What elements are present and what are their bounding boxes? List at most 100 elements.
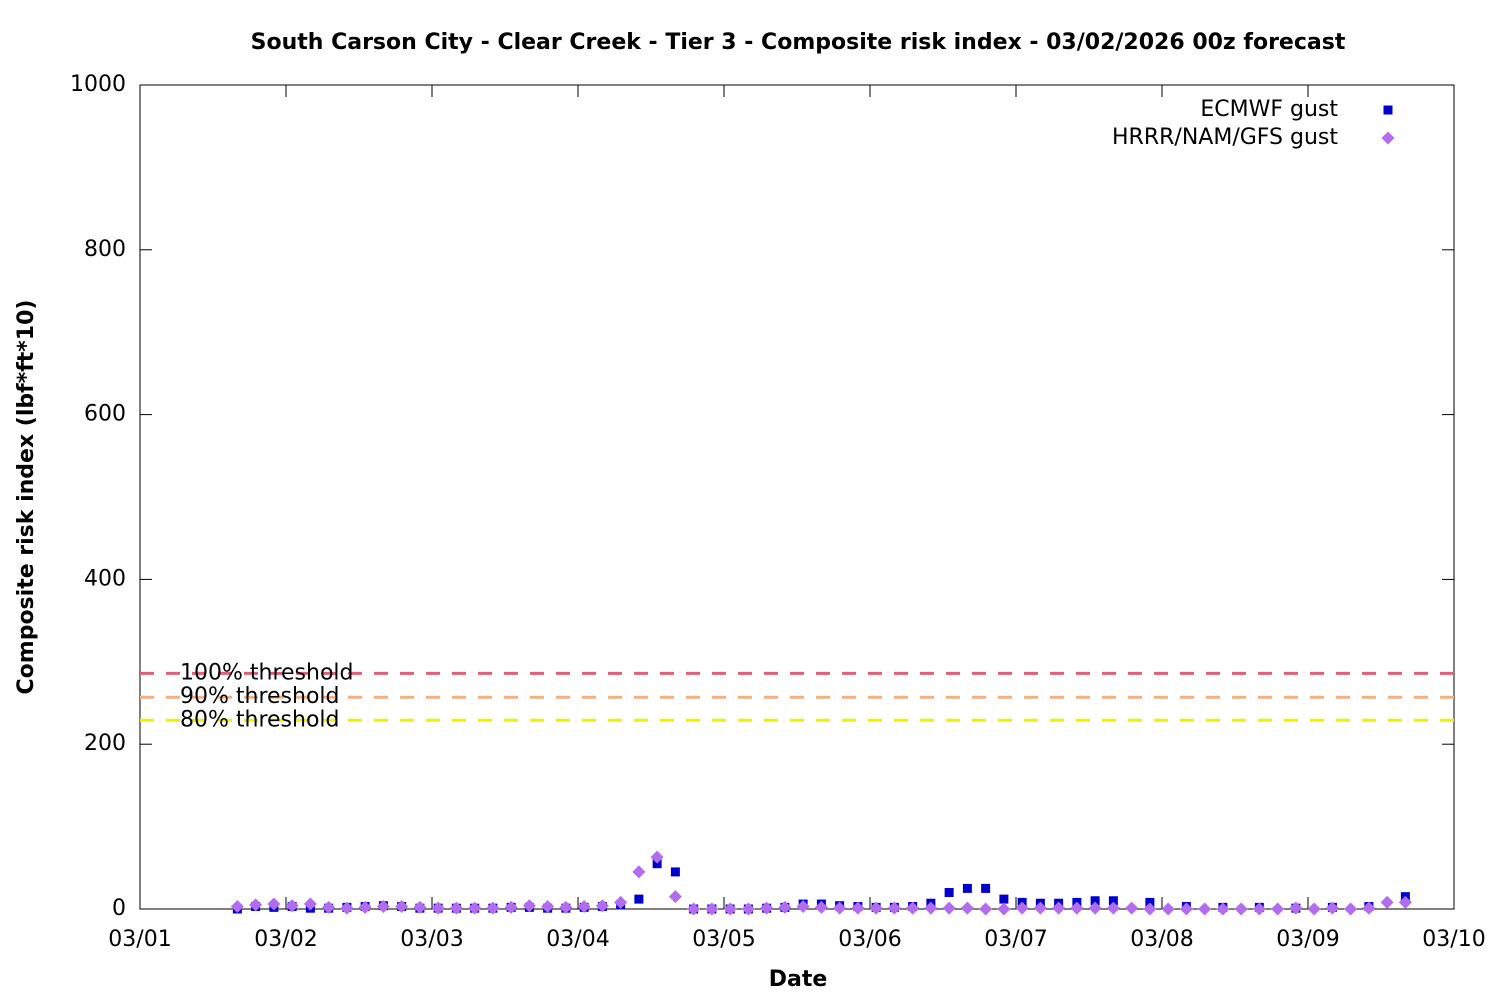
data-point [303,897,317,911]
data-point [634,894,644,904]
data-point [1307,902,1321,916]
data-point [267,897,281,911]
data-point [705,902,719,916]
x-tick-label: 03/09 [1276,927,1339,952]
x-tick-label: 03/03 [400,927,463,952]
data-point [249,898,263,912]
data-point [340,901,354,915]
plot-frame [139,84,1455,910]
data-point [413,900,427,914]
data-point [1344,902,1358,916]
y-tick-label: 800 [84,237,126,262]
data-point [285,899,299,913]
data-point [1362,901,1376,915]
data-point [1106,901,1120,915]
y-axis-label: Composite risk index (lbf*ft*10) [14,300,39,695]
x-tick-label: 03/07 [984,927,1047,952]
data-point [376,900,390,914]
data-point [1033,901,1047,915]
y-tick-label: 400 [84,566,126,591]
x-axis-label: Date [769,967,828,992]
data-point [778,900,792,914]
y-tick-label: 1000 [70,72,126,97]
legend-label: HRRR/NAM/GFS gust [1112,125,1338,150]
data-point [1143,902,1157,916]
data-point [650,850,664,864]
data-point [632,865,646,879]
data-point [449,901,463,915]
data-point [1015,901,1029,915]
data-point [1325,901,1339,915]
x-tick-label: 03/02 [254,927,317,952]
data-point [796,900,810,914]
data-point [541,900,555,914]
data-point [1198,902,1212,916]
data-point [999,894,1009,904]
data-point [924,901,938,915]
data-point [395,900,409,914]
data-point [668,890,682,904]
data-point [687,902,701,916]
data-point [960,901,974,915]
data-point [942,901,956,915]
data-point [1216,902,1230,916]
data-point [869,901,883,915]
data-point [431,901,445,915]
x-tick-label: 03/05 [692,927,755,952]
y-tick-label: 0 [112,896,126,921]
threshold-label: 90% threshold [180,684,340,709]
data-point [504,900,518,914]
legend-marker [1383,105,1393,115]
data-point [1090,896,1100,906]
data-point [522,899,536,913]
data-point [1088,901,1102,915]
data-point [906,901,920,915]
data-point [1070,901,1084,915]
x-tick-label: 03/10 [1422,927,1485,952]
data-point [1380,895,1394,909]
x-tick-label: 03/04 [546,927,609,952]
data-point [559,900,573,914]
data-point [1052,901,1066,915]
data-point [1289,901,1303,915]
x-tick-label: 03/01 [108,927,171,952]
data-point [1271,902,1285,916]
threshold-label: 80% threshold [180,707,340,732]
data-point [230,900,244,914]
x-tick-label: 03/08 [1130,927,1193,952]
data-point [723,902,737,916]
data-point [851,901,865,915]
data-point [322,900,336,914]
data-point [614,895,628,909]
chart-title: South Carson City - Clear Creek - Tier 3… [251,30,1346,55]
data-point [486,901,500,915]
data-point [1108,896,1118,906]
data-point [1145,897,1155,907]
legend-marker [1381,131,1395,145]
data-point [670,867,680,877]
data-point [595,899,609,913]
data-point [1252,902,1266,916]
data-point [358,900,372,914]
data-point [577,900,591,914]
data-point [814,900,828,914]
data-point [1179,902,1193,916]
legend-label: ECMWF gust [1200,97,1338,122]
data-point [1234,902,1248,916]
data-point [741,902,755,916]
data-point [760,901,774,915]
data-point [833,901,847,915]
data-point [1125,901,1139,915]
data-point [979,902,993,916]
y-tick-label: 600 [84,402,126,427]
data-point [468,901,482,915]
data-point [962,883,972,893]
data-point [1398,895,1412,909]
data-point [997,902,1011,916]
data-point [1161,902,1175,916]
x-tick-label: 03/06 [838,927,901,952]
y-tick-label: 200 [84,731,126,756]
